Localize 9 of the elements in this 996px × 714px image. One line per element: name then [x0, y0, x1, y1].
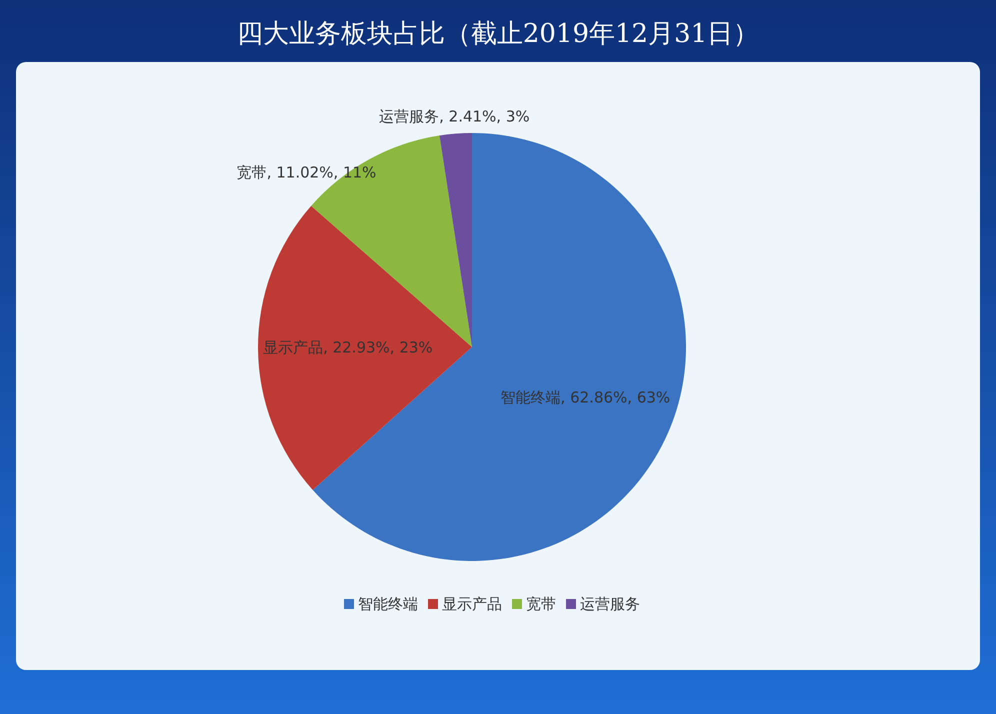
chart-title: 四大业务板块占比（截止2019年12月31日） [236, 19, 760, 49]
data-label: 宽带, 11.02%, 11% [236, 163, 376, 182]
legend-label: 智能终端 [358, 595, 418, 613]
data-label: 智能终端, 62.86%, 63% [500, 388, 670, 407]
legend-label: 运营服务 [580, 595, 640, 613]
legend-label: 宽带 [526, 595, 556, 613]
data-label: 显示产品, 22.93%, 23% [263, 338, 433, 357]
data-label: 运营服务, 2.41%, 3% [379, 108, 530, 126]
legend-label: 显示产品 [442, 595, 502, 613]
